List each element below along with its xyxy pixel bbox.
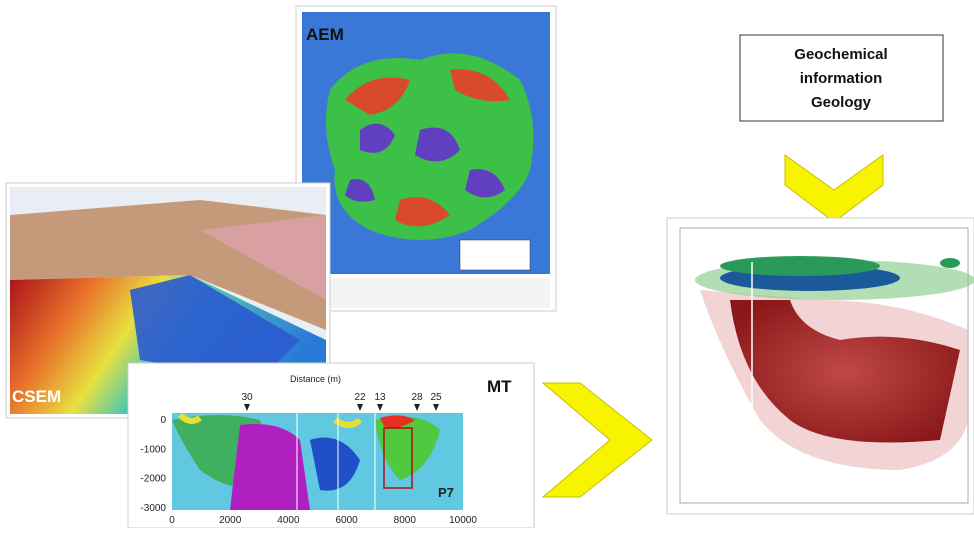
- station-marker: [377, 404, 383, 411]
- station-marker: [244, 404, 250, 411]
- info-box: Geochemical information Geology: [739, 34, 944, 122]
- info-line: information: [800, 70, 883, 87]
- x-tick-label: 4000: [277, 515, 300, 526]
- x-tick-label: 0: [169, 515, 175, 526]
- axis-title: Distance (m): [290, 374, 341, 384]
- station-marker: [414, 404, 420, 411]
- station-label: 28: [411, 392, 423, 403]
- y-tick-label: -2000: [140, 474, 166, 485]
- mt-panel: Distance (m) MT P7 30 22 13 28 25 0 -1000 -2000…: [127, 362, 535, 529]
- arrow-right: [541, 382, 653, 498]
- x-tick-label: 6000: [335, 515, 358, 526]
- station-label: 22: [354, 392, 366, 403]
- panel-label: CSEM: [12, 387, 61, 406]
- panel-label: AEM: [306, 25, 344, 44]
- station-label: 25: [430, 392, 442, 403]
- y-tick-label: -1000: [140, 444, 166, 455]
- aem-panel: AEM: [295, 5, 557, 312]
- y-tick-label: 0: [160, 415, 166, 426]
- station-marker: [433, 404, 439, 411]
- info-line: Geology: [811, 94, 872, 111]
- info-line: Geochemical: [794, 46, 887, 63]
- y-tick-label: -3000: [140, 503, 166, 514]
- arrow-down: [784, 154, 884, 223]
- station-label: 13: [374, 392, 386, 403]
- model-3d: [666, 217, 974, 515]
- x-tick-label: 2000: [219, 515, 242, 526]
- station-label: 30: [241, 392, 253, 403]
- panel-label: MT: [487, 377, 512, 396]
- x-tick-label: 10000: [449, 515, 477, 526]
- x-tick-label: 8000: [394, 515, 417, 526]
- profile-label: P7: [438, 485, 454, 500]
- station-marker: [357, 404, 363, 411]
